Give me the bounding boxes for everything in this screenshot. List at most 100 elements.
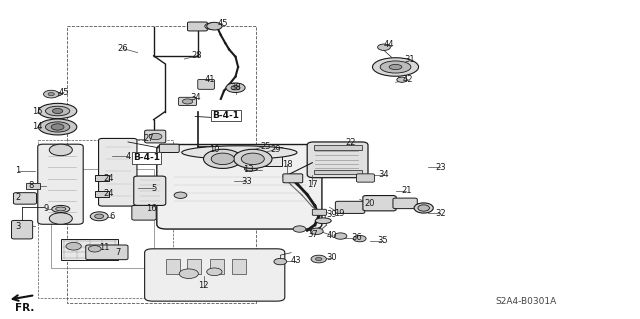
Text: 2: 2 — [15, 193, 20, 202]
Text: 44: 44 — [384, 40, 394, 48]
Text: 27: 27 — [143, 134, 154, 143]
FancyBboxPatch shape — [179, 97, 196, 106]
Text: 1: 1 — [15, 166, 20, 175]
Text: 23: 23 — [435, 163, 445, 172]
Circle shape — [226, 83, 245, 93]
Text: 4: 4 — [125, 152, 131, 161]
Text: 16: 16 — [147, 204, 157, 213]
FancyBboxPatch shape — [134, 176, 166, 205]
FancyBboxPatch shape — [363, 196, 396, 211]
Text: 24: 24 — [104, 189, 114, 198]
Circle shape — [207, 268, 222, 276]
FancyBboxPatch shape — [307, 142, 368, 178]
Circle shape — [311, 255, 326, 263]
FancyBboxPatch shape — [132, 205, 156, 220]
Circle shape — [397, 77, 407, 82]
Circle shape — [204, 149, 242, 168]
Text: 18: 18 — [282, 160, 292, 169]
Circle shape — [51, 124, 64, 130]
Text: S2A4-B0301A: S2A4-B0301A — [495, 297, 557, 306]
Text: 20: 20 — [364, 199, 374, 208]
Text: 17: 17 — [307, 180, 317, 189]
Bar — [210, 259, 224, 274]
Circle shape — [149, 133, 162, 140]
Circle shape — [378, 44, 390, 50]
Text: 45: 45 — [59, 88, 69, 97]
Bar — [95, 191, 109, 197]
FancyBboxPatch shape — [312, 209, 326, 215]
FancyBboxPatch shape — [188, 22, 207, 31]
Circle shape — [52, 108, 63, 114]
Text: B-4-1: B-4-1 — [212, 111, 239, 120]
Text: 6: 6 — [109, 212, 115, 221]
Text: 32: 32 — [435, 209, 445, 218]
Text: 37: 37 — [307, 230, 317, 239]
Text: 40: 40 — [326, 231, 337, 240]
Ellipse shape — [56, 207, 66, 211]
Text: 38: 38 — [230, 83, 241, 92]
Circle shape — [95, 214, 104, 219]
Ellipse shape — [45, 122, 70, 132]
Text: 10: 10 — [209, 145, 220, 154]
Text: 42: 42 — [403, 75, 413, 84]
Text: 33: 33 — [241, 177, 252, 186]
Text: 9: 9 — [44, 204, 49, 213]
Circle shape — [205, 23, 218, 29]
Bar — [38, 140, 173, 298]
Circle shape — [231, 85, 240, 90]
Ellipse shape — [380, 61, 411, 73]
Circle shape — [48, 93, 54, 96]
Ellipse shape — [52, 205, 70, 212]
Circle shape — [310, 228, 323, 234]
FancyBboxPatch shape — [12, 220, 33, 239]
Bar — [166, 259, 180, 274]
Bar — [187, 259, 201, 274]
Bar — [95, 175, 109, 181]
Text: 34: 34 — [379, 170, 389, 179]
Text: 7: 7 — [116, 248, 121, 256]
FancyBboxPatch shape — [86, 245, 128, 260]
Text: 21: 21 — [401, 186, 412, 195]
Text: 29: 29 — [270, 145, 280, 154]
Text: 14: 14 — [32, 122, 42, 131]
FancyBboxPatch shape — [38, 144, 83, 224]
FancyBboxPatch shape — [159, 144, 179, 152]
Ellipse shape — [389, 64, 402, 70]
Bar — [251, 147, 282, 166]
FancyBboxPatch shape — [393, 198, 417, 209]
Text: FR.: FR. — [15, 303, 34, 313]
Text: 24: 24 — [104, 174, 114, 182]
Circle shape — [66, 242, 81, 250]
Bar — [51, 169, 154, 268]
FancyBboxPatch shape — [198, 79, 214, 89]
Circle shape — [234, 149, 272, 168]
FancyBboxPatch shape — [145, 249, 285, 301]
Circle shape — [90, 212, 108, 221]
FancyBboxPatch shape — [356, 174, 374, 182]
Bar — [314, 145, 362, 150]
Ellipse shape — [38, 119, 77, 135]
Text: 30: 30 — [326, 253, 337, 262]
Text: 13: 13 — [243, 165, 253, 174]
Text: 25: 25 — [260, 142, 271, 151]
Bar — [67, 26, 256, 303]
Circle shape — [44, 90, 59, 98]
FancyBboxPatch shape — [13, 193, 36, 204]
Circle shape — [353, 235, 366, 242]
Ellipse shape — [372, 58, 419, 76]
Text: 3: 3 — [15, 222, 20, 231]
Circle shape — [207, 22, 222, 30]
Text: 8: 8 — [28, 181, 33, 190]
Text: 12: 12 — [198, 281, 209, 290]
FancyBboxPatch shape — [283, 174, 303, 183]
Text: 11: 11 — [99, 243, 109, 252]
Text: 28: 28 — [192, 51, 202, 60]
Text: 19: 19 — [334, 209, 344, 218]
Text: 43: 43 — [291, 256, 301, 265]
Text: 26: 26 — [118, 44, 128, 53]
Bar — [232, 259, 246, 274]
Text: B-4-1: B-4-1 — [133, 153, 160, 162]
FancyBboxPatch shape — [145, 130, 166, 143]
Circle shape — [179, 269, 198, 278]
Ellipse shape — [45, 106, 70, 116]
